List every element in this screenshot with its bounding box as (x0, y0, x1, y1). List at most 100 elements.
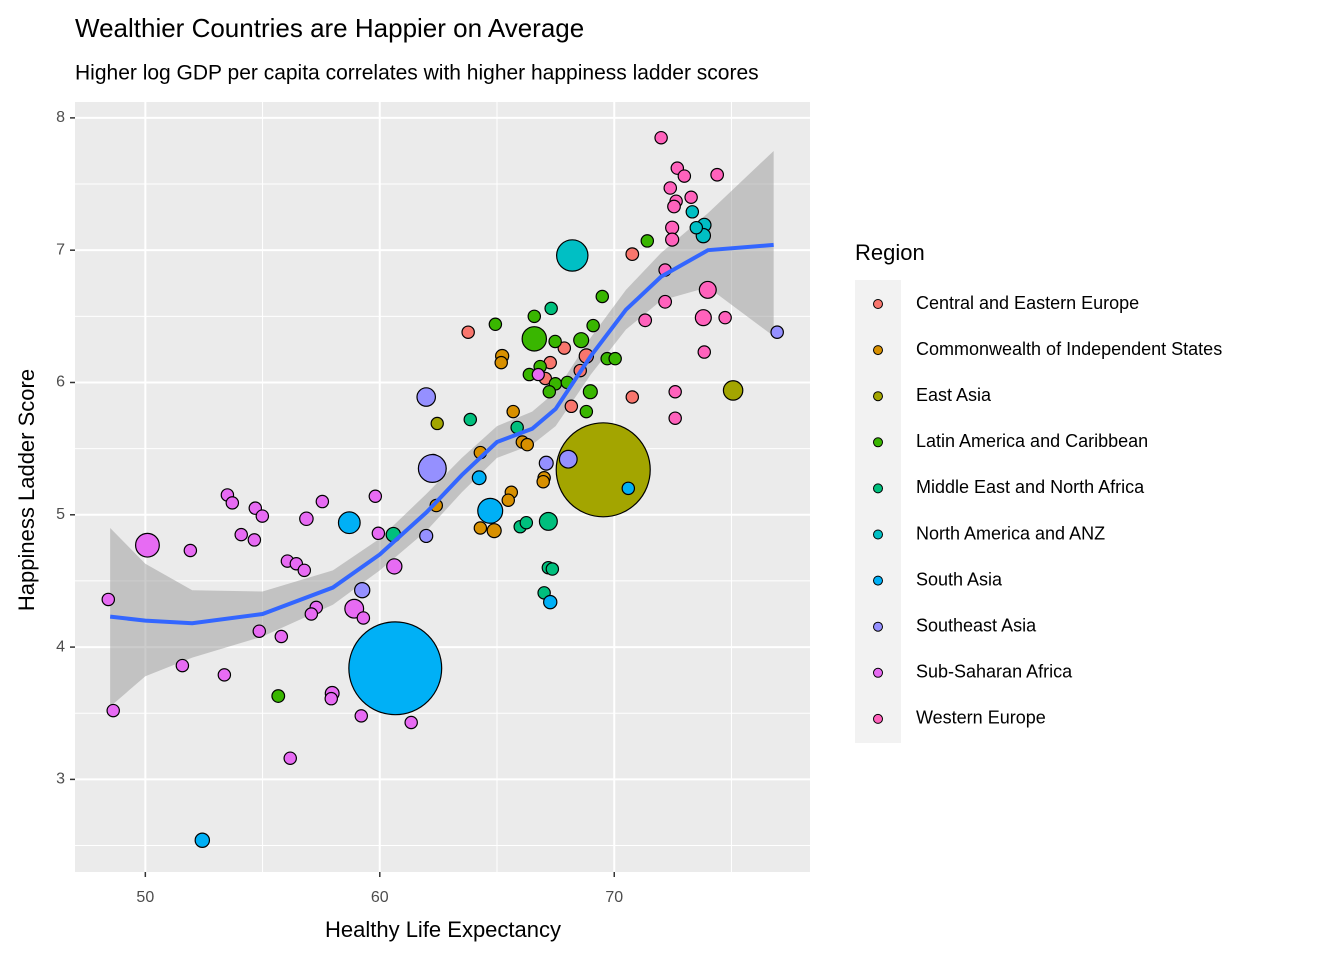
legend-key (873, 345, 883, 356)
bubble (579, 404, 594, 419)
bubble (354, 582, 371, 599)
bubble (654, 130, 668, 145)
bubble (225, 496, 240, 510)
bubble (684, 190, 698, 205)
bubble (247, 533, 262, 547)
bubble (183, 543, 198, 558)
bubble (463, 412, 478, 427)
bubble (640, 234, 655, 248)
bubble (718, 310, 732, 325)
bubble (271, 689, 286, 703)
bubble (621, 481, 636, 496)
bubble (304, 607, 319, 621)
bubble (194, 832, 211, 848)
x-tick-label: 50 (136, 889, 154, 906)
bubble (519, 515, 534, 530)
bubble (625, 247, 640, 262)
smooth-band-group (110, 150, 774, 707)
bubble (368, 489, 383, 504)
legend-key (873, 575, 883, 586)
legend-key (873, 483, 883, 494)
bubble (101, 592, 116, 607)
bubble (486, 523, 502, 539)
bubble (564, 399, 579, 414)
bubble (252, 624, 267, 638)
bubble (520, 437, 535, 452)
y-tick-label: 8 (56, 109, 65, 126)
bubble (473, 521, 488, 535)
legend-key (873, 437, 883, 448)
bubble (417, 453, 447, 483)
bubble (542, 384, 557, 399)
x-tick-label: 70 (605, 889, 623, 906)
bubble (477, 497, 504, 524)
chart-title: Wealthier Countries are Happier on Avera… (75, 13, 584, 43)
bubble (770, 325, 784, 339)
legend-key (873, 621, 883, 632)
legend-label: South Asia (916, 569, 1003, 589)
bubble (573, 332, 590, 349)
bubble (348, 621, 443, 716)
y-tick-label: 6 (56, 374, 65, 391)
bubble (404, 715, 418, 730)
bubble (538, 511, 558, 531)
bubble (461, 325, 475, 339)
bubble (722, 380, 744, 401)
bubble (354, 709, 369, 723)
bubble (638, 313, 653, 328)
bubble (694, 309, 712, 327)
bubble (371, 526, 386, 541)
bubble (557, 341, 572, 355)
bubble (419, 528, 434, 544)
x-tick-label: 60 (371, 889, 389, 906)
bubble (710, 167, 725, 182)
bubble (337, 511, 361, 535)
bubble (667, 199, 681, 214)
bubble (234, 527, 248, 542)
legend-label: Latin America and Caribbean (916, 431, 1148, 451)
points (101, 130, 784, 848)
legend-key (873, 299, 883, 309)
bubble (531, 367, 545, 382)
legend-key-background (855, 280, 901, 743)
bubble (677, 169, 692, 183)
bubble (255, 509, 270, 523)
smooth-band (110, 150, 774, 707)
bubble (663, 181, 678, 195)
x-axis-title: Healthy Life Expectancy (325, 917, 561, 942)
bubble (544, 301, 558, 316)
bubble (668, 411, 682, 425)
smooth-line (109, 242, 774, 626)
bubble (556, 239, 589, 272)
bubble (488, 317, 503, 332)
bubble (555, 422, 651, 518)
legend-key (873, 529, 883, 540)
bubble (582, 384, 598, 400)
bubble (697, 345, 712, 359)
y-tick-label: 3 (56, 771, 65, 788)
bubble (689, 220, 704, 235)
axes: 50 60 70 3 4 5 6 7 8 (56, 109, 623, 906)
bubble (324, 691, 339, 706)
bubble (595, 289, 610, 304)
bubble (274, 629, 289, 644)
bubble (494, 355, 508, 370)
bubble (506, 404, 520, 419)
bubble (698, 280, 717, 299)
bubble (299, 511, 314, 527)
bubble (665, 232, 680, 247)
bubble (527, 309, 542, 324)
bubble (521, 326, 548, 352)
bubble (217, 668, 232, 682)
bubble (558, 449, 578, 469)
legend-label: Western Europe (916, 708, 1046, 728)
bubble (543, 594, 558, 610)
bubble (134, 532, 160, 558)
bubble (608, 351, 622, 366)
bubble (665, 220, 680, 235)
legend-label: Sub-Saharan Africa (916, 662, 1073, 682)
bubble (175, 658, 190, 673)
legend-key (873, 391, 883, 402)
y-tick-label: 7 (56, 241, 65, 258)
bubble (625, 390, 640, 404)
